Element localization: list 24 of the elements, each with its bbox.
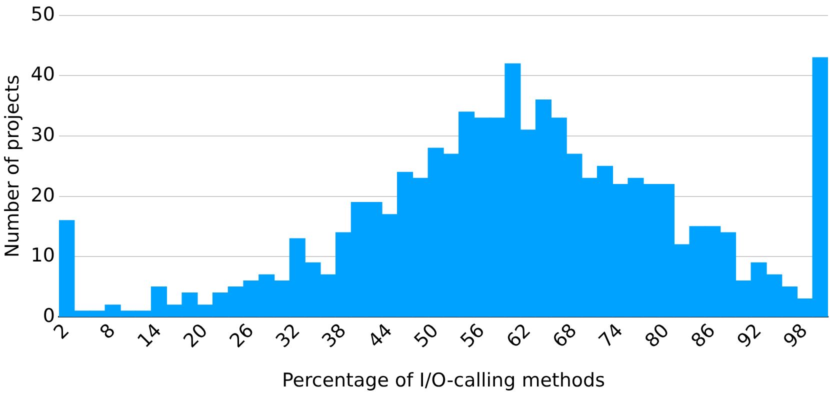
y-tick-label: 20 (30, 184, 55, 206)
x-tick-label: 92 (733, 320, 766, 352)
x-tick-label: 50 (410, 320, 443, 352)
x-tick-label: 20 (179, 320, 212, 352)
x-tick-label: 80 (640, 320, 674, 352)
x-tick-label: 8 (96, 320, 120, 344)
x-tick-label: 68 (548, 320, 582, 352)
x-tick-label: 86 (687, 320, 720, 352)
x-tick-label: 98 (779, 320, 812, 352)
y-axis-title: Number of projects (1, 74, 24, 258)
x-tick-label: 62 (502, 320, 536, 352)
y-tick-label: 0 (42, 304, 55, 327)
x-axis-title: Percentage of I/O-calling methods (282, 370, 605, 392)
y-tick-label: 50 (30, 3, 55, 26)
y-tick-label: 40 (30, 64, 55, 86)
x-tick-label: 32 (272, 320, 304, 352)
x-tick-label: 26 (226, 320, 258, 352)
x-tick-label: 38 (318, 320, 351, 352)
x-tick-label: 56 (456, 320, 489, 352)
x-tick-label: 44 (364, 320, 397, 352)
y-tick-label: 10 (30, 244, 55, 267)
y-tick-label: 30 (30, 124, 55, 146)
x-tick-label: 74 (594, 320, 628, 352)
x-tick-label: 14 (133, 320, 166, 352)
